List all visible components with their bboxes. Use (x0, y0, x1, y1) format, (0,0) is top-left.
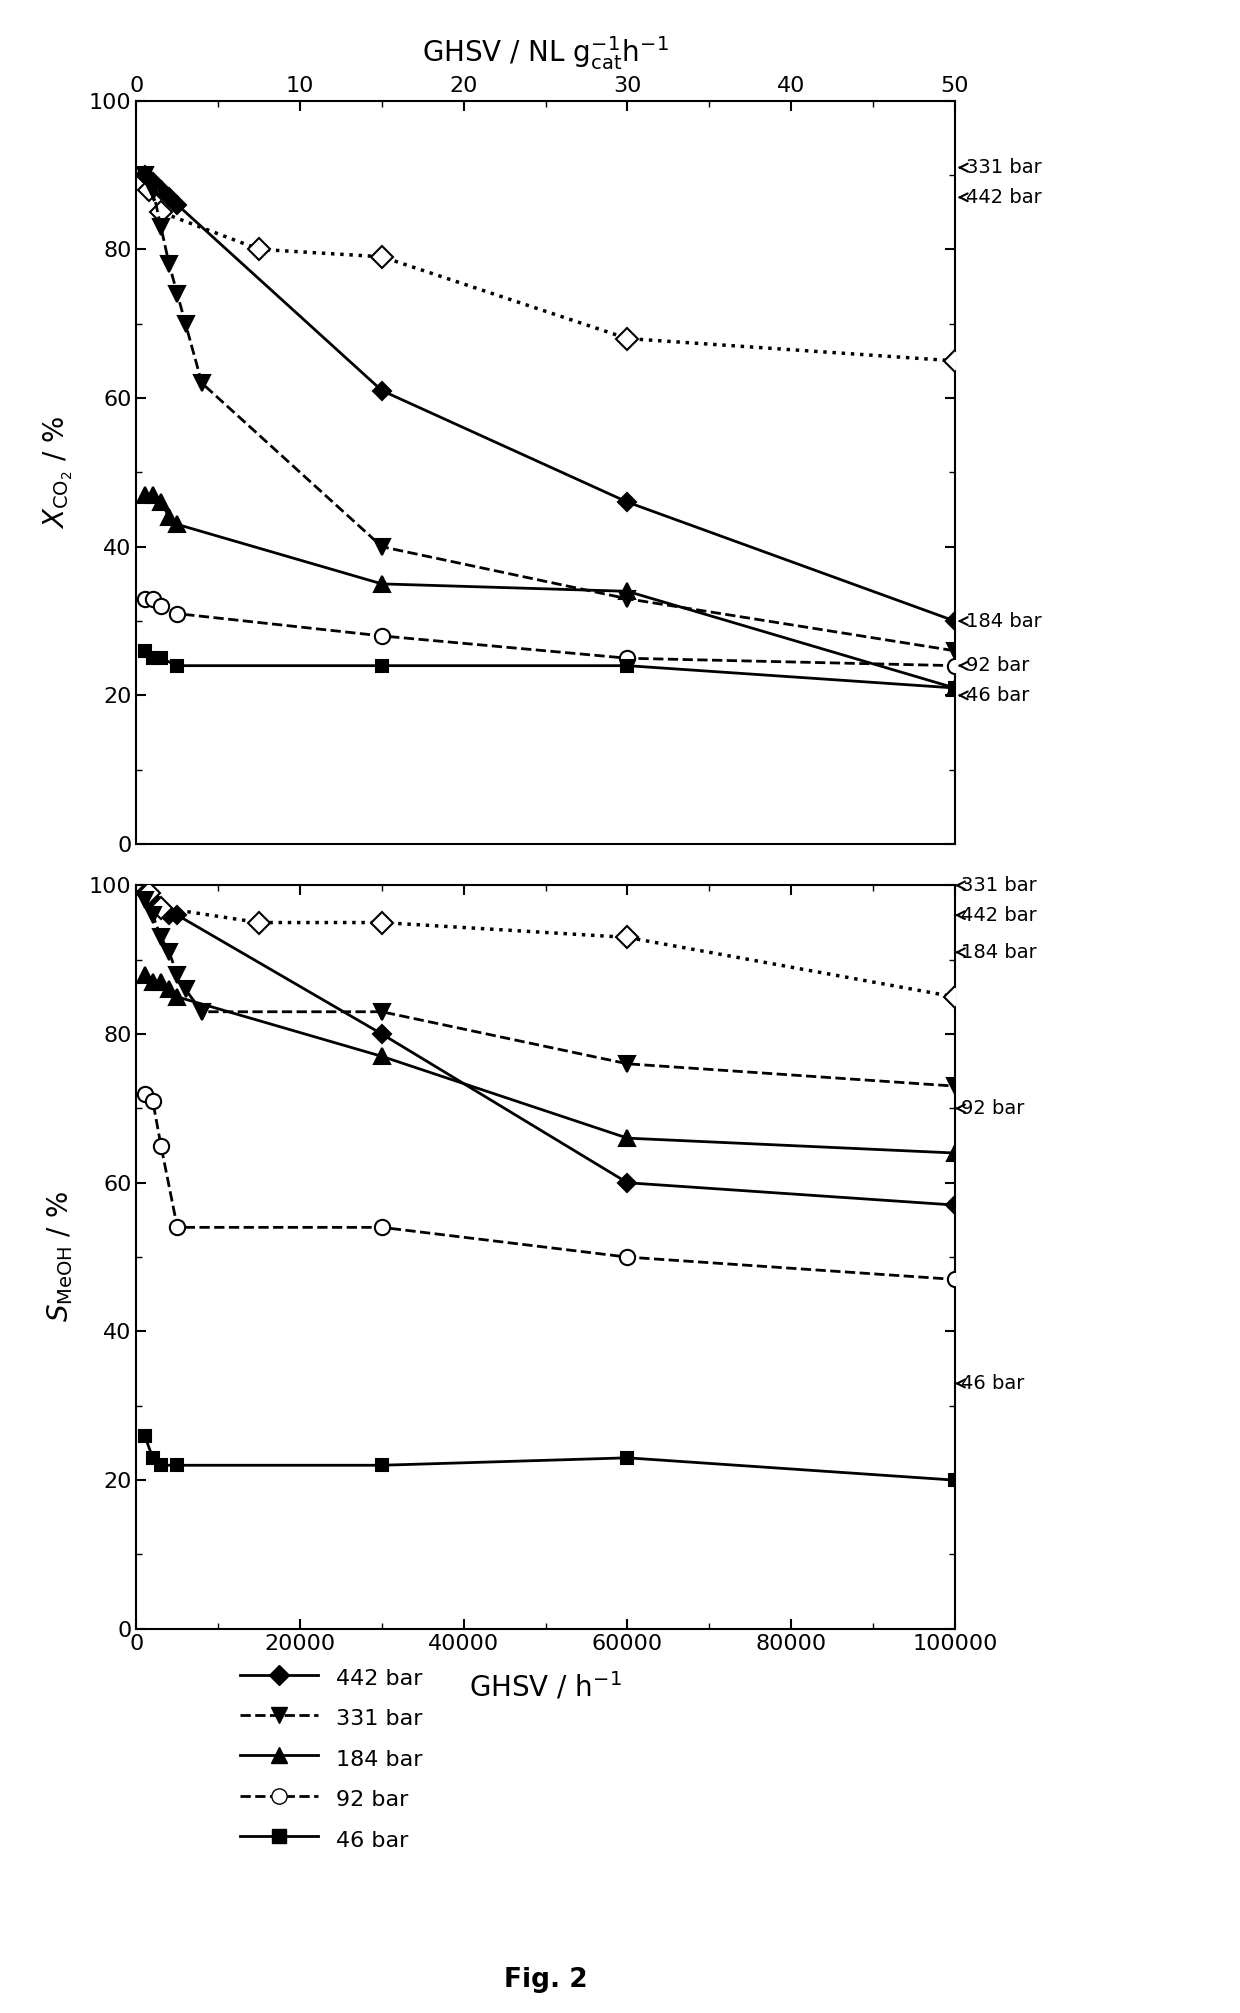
Legend: 442 bar, 331 bar, 184 bar, 92 bar, 46 bar: 442 bar, 331 bar, 184 bar, 92 bar, 46 ba… (229, 1653, 434, 1864)
Text: Fig. 2: Fig. 2 (503, 1967, 588, 1993)
X-axis label: GHSV / h$^{-1}$: GHSV / h$^{-1}$ (469, 1671, 622, 1703)
Text: 331 bar: 331 bar (955, 876, 1037, 896)
Text: 92 bar: 92 bar (960, 656, 1029, 674)
Text: 442 bar: 442 bar (955, 906, 1037, 924)
Y-axis label: $X_{\mathregular{CO}_2}$ / %: $X_{\mathregular{CO}_2}$ / % (42, 417, 76, 529)
Text: 46 bar: 46 bar (960, 686, 1029, 705)
Text: 92 bar: 92 bar (955, 1099, 1024, 1117)
X-axis label: GHSV / NL g$_{\mathregular{cat}}^{-1}$h$^{-1}$: GHSV / NL g$_{\mathregular{cat}}^{-1}$h$… (423, 34, 668, 72)
Text: 46 bar: 46 bar (955, 1375, 1024, 1393)
Text: 331 bar: 331 bar (960, 159, 1042, 177)
Text: 184 bar: 184 bar (955, 942, 1037, 962)
Text: 442 bar: 442 bar (960, 187, 1042, 207)
Y-axis label: $S_{\mathregular{MeOH}}$ / %: $S_{\mathregular{MeOH}}$ / % (45, 1192, 76, 1323)
Text: 184 bar: 184 bar (960, 612, 1042, 630)
